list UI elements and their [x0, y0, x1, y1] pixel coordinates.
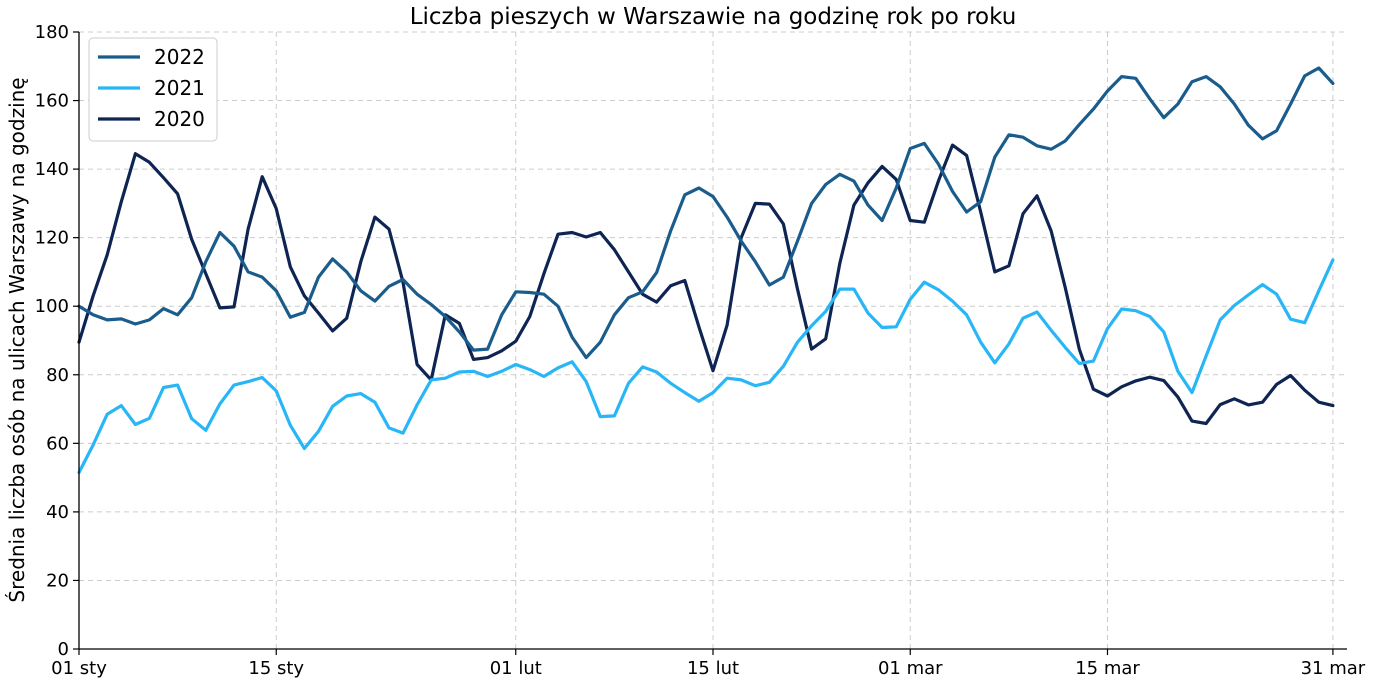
y-tick-label: 100	[35, 296, 69, 317]
y-tick-label: 140	[35, 159, 69, 180]
x-tick-label: 15 sty	[248, 658, 304, 679]
y-tick-label: 120	[35, 228, 69, 249]
y-tick-label: 80	[46, 365, 69, 386]
y-tick-label: 40	[46, 502, 69, 523]
y-tick-label: 0	[58, 639, 69, 660]
legend-label-2021: 2021	[154, 76, 205, 100]
legend-label-2022: 2022	[154, 45, 205, 69]
x-tick-label: 15 lut	[687, 658, 739, 679]
x-tick-label: 01 sty	[51, 658, 107, 679]
legend: 2022 2021 2020	[88, 37, 218, 142]
x-tick-label: 01 mar	[878, 658, 943, 679]
chart-title: Liczba pieszych w Warszawie na godzinę r…	[410, 4, 1017, 30]
legend-label-2020: 2020	[154, 107, 205, 131]
x-tick-labels: 01 sty 15 sty 01 lut 15 lut 01 mar 15 mar 31 m…	[51, 649, 1366, 679]
series-line-2020	[77, 143, 1335, 426]
y-tick-label: 160	[35, 91, 69, 112]
x-tick-label: 01 lut	[490, 658, 542, 679]
x-tick-label: 31 mar	[1301, 658, 1366, 679]
y-tick-labels: 0 20 40 60 80 100 120 140 160 180	[35, 22, 79, 660]
legend-box	[88, 37, 218, 142]
y-tick-label: 180	[35, 22, 69, 43]
y-tick-label: 20	[46, 570, 69, 591]
grid	[79, 31, 1347, 649]
series-layer	[77, 66, 1335, 475]
y-axis-label: Średnia liczba osób na ulicach Warszawy …	[5, 77, 29, 602]
y-tick-label: 60	[46, 433, 69, 454]
series-line-2022	[77, 66, 1335, 360]
x-tick-label: 15 mar	[1075, 658, 1140, 679]
series-line-2021	[77, 258, 1335, 475]
